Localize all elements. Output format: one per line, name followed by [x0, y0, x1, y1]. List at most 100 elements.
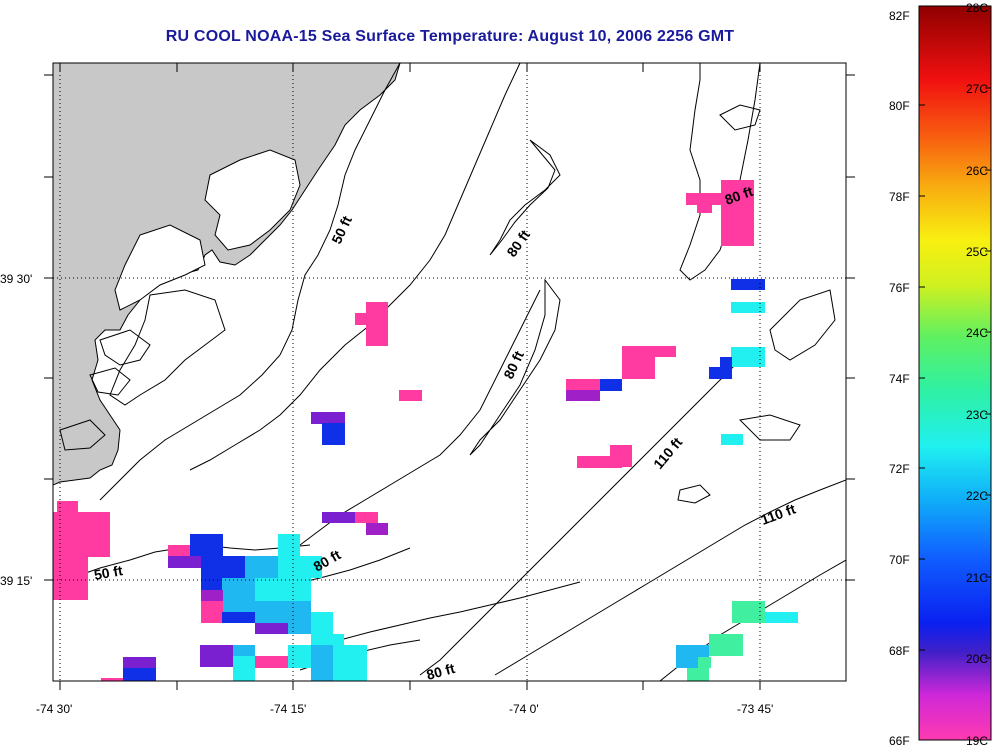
- sst-pixel: [278, 534, 300, 578]
- sst-pixel: [233, 645, 255, 656]
- contour-50ft-north: [99, 63, 401, 501]
- sst-pixel: [245, 556, 278, 578]
- sst-pixel: [53, 556, 88, 600]
- sst-pixel: [709, 367, 731, 379]
- contour-110ft-east: [494, 479, 846, 676]
- sst-pixel: [57, 501, 78, 513]
- sst-pixel: [222, 578, 255, 613]
- contour-80ft-south: [309, 581, 581, 651]
- colorbar-f-label: 70F: [889, 553, 910, 567]
- colorbar-c-label: 23C: [966, 408, 988, 422]
- ridge-80ft: [469, 278, 561, 456]
- sst-pixel: [731, 302, 765, 313]
- sst-pixel: [687, 668, 709, 681]
- sst-pixel: [311, 634, 344, 646]
- sst-pixel: [311, 612, 333, 634]
- sst-pixel: [600, 379, 622, 391]
- colorbar-ticks: [919, 87, 991, 659]
- colorbar-c-label: 26C: [966, 164, 988, 178]
- sst-pixel: [731, 279, 765, 290]
- closed-contour-b: [677, 484, 711, 504]
- sst-pixel: [366, 523, 388, 535]
- marsh-south: [109, 289, 226, 406]
- colorbar-c-label: 22C: [966, 489, 988, 503]
- closed-contour-a: [719, 104, 761, 131]
- x-tick-label: -74 30': [36, 702, 72, 716]
- bay-inlet: [204, 149, 301, 251]
- contour-110ft: [419, 359, 741, 676]
- sst-pixel: [300, 556, 322, 578]
- sst-pixel: [288, 623, 311, 634]
- sst-pixel: [168, 545, 190, 556]
- sst-pixels: [53, 180, 798, 681]
- colorbar-f-label: 80F: [889, 99, 910, 113]
- sst-pixel: [765, 612, 798, 623]
- ridge-north: [489, 139, 561, 256]
- colorbar-f-label: 74F: [889, 372, 910, 386]
- sst-pixel: [311, 412, 345, 424]
- sst-pixel: [255, 656, 289, 668]
- sst-pixel: [53, 512, 110, 557]
- colorbar-c-label: 27C: [966, 82, 988, 96]
- colorbar-c-label: 20C: [966, 652, 988, 666]
- colorbar-f-label: 82F: [889, 9, 910, 23]
- sst-pixel: [123, 657, 156, 668]
- sst-pixel: [190, 534, 223, 556]
- x-tick-label: -74 15': [270, 702, 306, 716]
- closed-contour-d: [738, 414, 801, 441]
- sst-pixel: [366, 302, 388, 346]
- colorbar-c-label: 21C: [966, 571, 988, 585]
- bay-lower: [114, 224, 206, 311]
- colorbar: [918, 5, 992, 741]
- marsh-islands: [59, 329, 151, 451]
- sst-pixel: [355, 512, 378, 523]
- sst-pixel: [288, 645, 311, 668]
- sst-pixel: [255, 578, 311, 602]
- sst-pixel: [233, 656, 255, 681]
- colorbar-c-label: 19C: [966, 734, 988, 748]
- y-tick-label: 39 15': [0, 574, 32, 588]
- colorbar-f-label: 72F: [889, 462, 910, 476]
- sst-pixel: [255, 601, 311, 623]
- contour-label-50ft: 50 ft: [93, 562, 124, 583]
- colorbar-f-label: 68F: [889, 644, 910, 658]
- sst-pixel: [622, 346, 676, 357]
- sst-pixel: [311, 645, 333, 681]
- x-tick-label: -74 0': [509, 702, 539, 716]
- sst-pixel: [200, 645, 234, 667]
- colorbar-f-label: 66F: [889, 734, 910, 748]
- sst-pixel: [566, 379, 600, 391]
- sst-pixel: [399, 390, 422, 401]
- y-tick-label: 39 30': [0, 272, 32, 286]
- plot-frame: [52, 62, 847, 682]
- sst-pixel: [697, 203, 712, 213]
- sst-pixel: [201, 601, 223, 623]
- sst-pixel: [731, 347, 765, 367]
- sst-pixel: [721, 180, 754, 246]
- sst-pixel: [255, 623, 288, 634]
- sst-pixel: [566, 390, 600, 401]
- colorbar-c-label: 28C: [966, 1, 988, 15]
- contour-80ft-east: [679, 63, 761, 281]
- closed-contour-c: [769, 289, 836, 361]
- sst-pixel: [201, 590, 223, 601]
- colorbar-c-label: 25C: [966, 245, 988, 259]
- sst-pixel: [686, 193, 721, 205]
- map-title: RU COOL NOAA-15 Sea Surface Temperature:…: [165, 28, 735, 45]
- contour-label-80ft: 80 ft: [425, 660, 457, 683]
- sst-pixel: [732, 601, 765, 623]
- sst-pixel: [168, 556, 201, 568]
- sst-pixel: [101, 678, 123, 681]
- sst-pixel: [721, 434, 743, 445]
- sst-pixel: [322, 512, 355, 523]
- sst-pixel: [333, 645, 367, 681]
- colorbar-f-label: 76F: [889, 281, 910, 295]
- x-tick-label: -73 45': [737, 702, 773, 716]
- sst-pixel: [123, 668, 156, 681]
- sst-pixel: [698, 657, 711, 668]
- sst-pixel: [222, 612, 255, 623]
- colorbar-c-label: 24C: [966, 326, 988, 340]
- sst-pixel: [622, 356, 655, 379]
- sst-pixel: [322, 423, 345, 445]
